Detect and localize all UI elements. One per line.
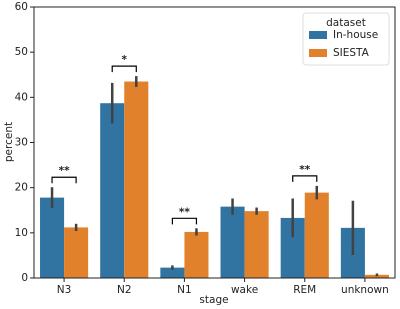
significance-label: ** bbox=[179, 206, 190, 218]
x-tick-label: REM bbox=[293, 284, 316, 296]
y-tick-label: 10 bbox=[15, 227, 28, 239]
significance-bracket bbox=[292, 175, 318, 182]
significance-bracket bbox=[171, 217, 198, 225]
bar bbox=[244, 211, 269, 278]
y-tick-label: 50 bbox=[15, 46, 28, 58]
x-axis-label: stage bbox=[199, 294, 228, 306]
bar bbox=[160, 267, 185, 278]
legend-label: In-house bbox=[333, 29, 378, 41]
bar bbox=[124, 81, 149, 279]
x-tick-label: N3 bbox=[57, 284, 72, 296]
legend-label: SIESTA bbox=[333, 47, 370, 59]
legend-title: dataset bbox=[326, 17, 366, 29]
y-tick-label: 40 bbox=[15, 91, 28, 103]
significance-label: * bbox=[122, 54, 128, 66]
y-tick-label: 0 bbox=[21, 272, 28, 284]
significance-label: ** bbox=[299, 164, 310, 176]
x-tick-label: wake bbox=[231, 284, 258, 296]
x-tick-label: N2 bbox=[117, 284, 132, 296]
bar bbox=[64, 227, 89, 278]
legend-swatch bbox=[309, 31, 327, 39]
y-tick-label: 20 bbox=[15, 182, 28, 194]
x-tick-label: unknown bbox=[341, 284, 389, 296]
y-tick-label: 60 bbox=[15, 1, 28, 13]
x-tick-label: N1 bbox=[177, 284, 192, 296]
y-tick-label: 30 bbox=[15, 137, 28, 149]
bar bbox=[220, 206, 245, 278]
significance-label: ** bbox=[59, 165, 70, 177]
significance-bracket bbox=[51, 176, 77, 184]
significance-bracket bbox=[111, 65, 137, 73]
bar bbox=[184, 231, 209, 278]
axes-frame bbox=[33, 6, 396, 279]
bar bbox=[304, 192, 329, 278]
legend-swatch bbox=[309, 49, 327, 57]
bar bbox=[364, 274, 389, 278]
bar bbox=[40, 197, 65, 278]
bar bbox=[100, 103, 125, 278]
y-axis-label: percent bbox=[3, 122, 15, 162]
